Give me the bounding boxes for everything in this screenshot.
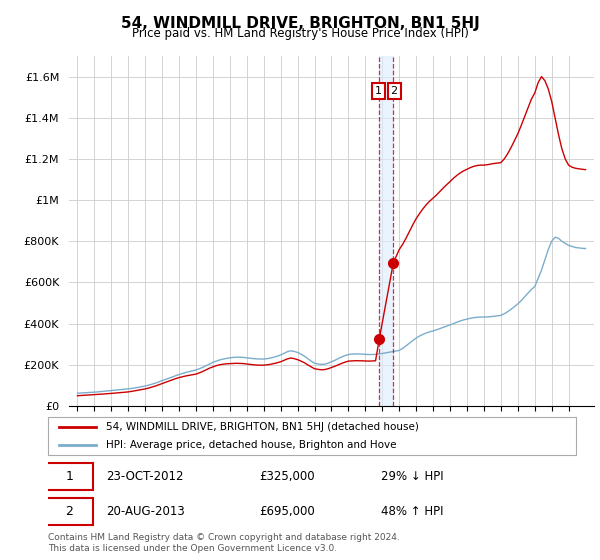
Text: 23-OCT-2012: 23-OCT-2012 [106,470,184,483]
Text: 20-AUG-2013: 20-AUG-2013 [106,505,185,518]
Text: 2: 2 [391,86,398,96]
Text: £695,000: £695,000 [259,505,315,518]
Text: 54, WINDMILL DRIVE, BRIGHTON, BN1 5HJ (detached house): 54, WINDMILL DRIVE, BRIGHTON, BN1 5HJ (d… [106,422,419,432]
Text: £325,000: £325,000 [259,470,315,483]
Text: HPI: Average price, detached house, Brighton and Hove: HPI: Average price, detached house, Brig… [106,440,397,450]
Text: 1: 1 [375,86,382,96]
Text: 29% ↓ HPI: 29% ↓ HPI [380,470,443,483]
Text: 2: 2 [65,505,73,518]
FancyBboxPatch shape [46,498,93,525]
Text: 1: 1 [65,470,73,483]
Text: 54, WINDMILL DRIVE, BRIGHTON, BN1 5HJ: 54, WINDMILL DRIVE, BRIGHTON, BN1 5HJ [121,16,479,31]
Text: Price paid vs. HM Land Registry's House Price Index (HPI): Price paid vs. HM Land Registry's House … [131,27,469,40]
Text: 48% ↑ HPI: 48% ↑ HPI [380,505,443,518]
Bar [379,56,394,406]
FancyBboxPatch shape [48,417,576,455]
FancyBboxPatch shape [46,464,93,490]
Text: Contains HM Land Registry data © Crown copyright and database right 2024.
This d: Contains HM Land Registry data © Crown c… [48,533,400,553]
